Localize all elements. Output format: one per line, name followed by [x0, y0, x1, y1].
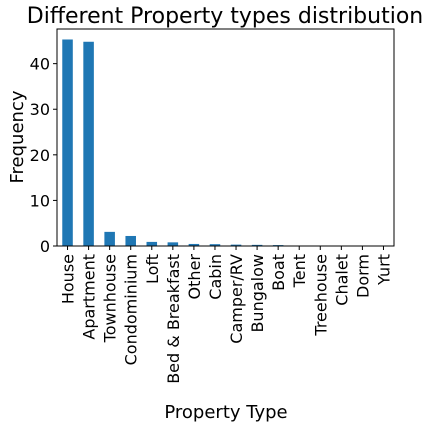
x-tick-label: Chalet [332, 254, 351, 306]
x-tick-label: Apartment [80, 254, 99, 340]
x-tick-label: Cabin [206, 254, 225, 300]
x-tick-label: House [59, 254, 78, 304]
bar-other [188, 243, 200, 246]
y-tick-label: 20 [30, 146, 50, 165]
x-tick-label: Boat [269, 254, 288, 291]
bar-bungalow [251, 244, 263, 246]
x-tick-label: Bed & Breakfast [164, 254, 183, 384]
bar-apartment [83, 41, 94, 247]
chart-title: Different Property types distribution [27, 4, 423, 29]
y-tick-label: 10 [30, 191, 50, 210]
x-axis-ticks: House Apartment Townhouse Condominium Loft Be… [59, 246, 393, 384]
bar-camper-rv [230, 244, 242, 246]
bar-house [62, 39, 73, 246]
x-tick-label: Bungalow [248, 254, 267, 333]
x-tick-label: Camper/RV [227, 254, 246, 344]
y-axis-ticks: 0 10 20 30 40 [30, 55, 57, 256]
bar-cabin [209, 244, 221, 246]
bar-bed-breakfast [167, 242, 179, 246]
x-tick-label: Townhouse [101, 254, 120, 343]
bar-condominium [125, 235, 136, 246]
x-tick-label: Other [185, 254, 204, 300]
x-tick-label: Tent [290, 254, 309, 288]
y-tick-label: 40 [30, 55, 50, 74]
bar-loft [146, 241, 158, 246]
y-tick-label: 0 [40, 237, 50, 256]
plot-frame [56, 28, 395, 247]
x-axis-label: Property Type [164, 402, 287, 423]
x-tick-label: Dorm [353, 254, 372, 298]
x-tick-label: Yurt [374, 254, 393, 286]
x-tick-label: Condominium [122, 254, 141, 365]
y-tick-label: 30 [30, 100, 50, 119]
bars-group [62, 39, 389, 247]
bar-townhouse [104, 231, 115, 246]
y-axis-label: Frequency [7, 90, 28, 183]
x-tick-label: Loft [143, 254, 162, 284]
x-tick-label: Treehouse [311, 254, 330, 337]
